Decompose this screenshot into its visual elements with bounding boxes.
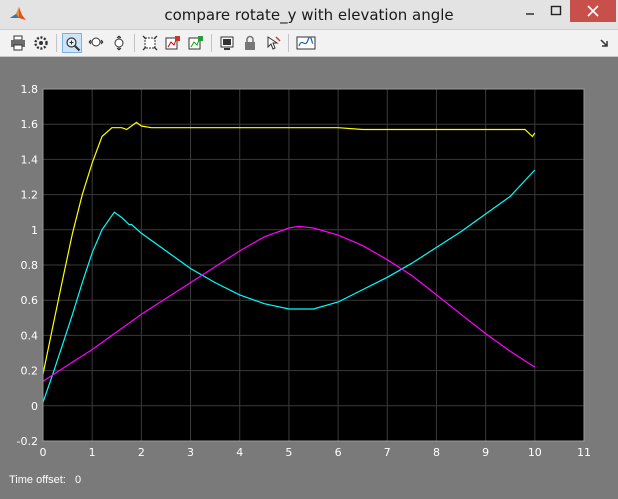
minimize-button[interactable] (517, 0, 543, 22)
time-offset-value: 0 (75, 474, 82, 486)
y-tick-label: 1.4 (21, 153, 39, 166)
scope-plot-area: 0 1 2 3 4 5 6 7 8 9 10 11 -0.2 0 0.2 0.4 0.6 0.8 1 1.2 1.4 1.… (7, 58, 611, 484)
y-tick-label: 1.8 (21, 83, 39, 96)
status-bar: Time offset: 0 (0, 467, 618, 499)
y-tick-label: 0.6 (21, 294, 39, 307)
save-axes-button[interactable] (163, 33, 183, 53)
x-tick-label: 5 (285, 446, 292, 459)
series-line-1 (42, 121, 536, 375)
x-tick-label: 0 (40, 446, 47, 459)
zoom-x-button[interactable] (86, 33, 106, 53)
y-tick-label: 1.2 (21, 189, 39, 202)
x-tick-label: 2 (138, 446, 145, 459)
y-tick-label: 0 (31, 400, 38, 413)
zoom-in-icon (66, 37, 81, 52)
matlab-icon (10, 7, 26, 20)
zoom-x-icon (88, 37, 104, 47)
close-button[interactable] (570, 0, 616, 22)
maximize-icon (550, 5, 562, 16)
dock-arrow-icon (600, 39, 608, 47)
x-tick-label: 3 (187, 446, 194, 459)
x-tick-label: 11 (577, 446, 591, 459)
y-tick-label: 1.6 (21, 118, 39, 131)
settings-button[interactable] (31, 33, 51, 53)
settings-icon (34, 36, 48, 50)
dock-button[interactable] (594, 33, 608, 53)
floating-scope-icon (220, 36, 234, 50)
signal-selector-button[interactable] (263, 33, 283, 53)
y-tick-label: 0.8 (21, 259, 39, 272)
x-tick-label: 7 (384, 446, 391, 459)
signal-selector-icon (267, 36, 281, 50)
x-tick-label: 1 (89, 446, 96, 459)
title-bar: compare rotate_y with elevation angle (0, 0, 618, 30)
y-tick-label: 0.2 (21, 365, 39, 378)
time-offset-label: Time offset: (9, 474, 66, 486)
maximize-button[interactable] (543, 0, 569, 22)
x-tick-label: 9 (482, 446, 489, 459)
print-button[interactable] (8, 33, 28, 53)
y-tick-label: 0.4 (21, 329, 39, 342)
floating-scope-button[interactable] (217, 33, 237, 53)
x-tick-label: 8 (433, 446, 440, 459)
scope-plot[interactable]: 0 1 2 3 4 5 6 7 8 9 10 11-0.200.20.40.60.811.21.41.… (7, 58, 611, 467)
zoom-y-icon (114, 35, 124, 51)
autoscale-icon (142, 35, 158, 51)
toolbar (0, 30, 618, 57)
zoom-y-button[interactable] (109, 33, 129, 53)
series-line-2 (42, 169, 536, 403)
y-tick-label: 1 (31, 224, 38, 237)
series-line-3 (42, 225, 536, 382)
save-axes-icon (165, 36, 180, 50)
restore-axes-icon (188, 36, 203, 50)
window-title: compare rotate_y with elevation angle (164, 6, 454, 24)
lock-button[interactable] (240, 33, 260, 53)
zoom-in-button[interactable] (62, 33, 82, 53)
minimize-icon (526, 13, 534, 15)
y-tick-label: -0.2 (17, 435, 38, 448)
x-tick-label: 10 (528, 446, 542, 459)
axes-border (42, 88, 585, 442)
toolbar-separator (288, 34, 289, 52)
lock-icon (245, 35, 255, 50)
toolbar-separator (211, 34, 212, 52)
restore-axes-button[interactable] (186, 33, 206, 53)
print-icon (11, 35, 25, 51)
autoscale-button[interactable] (140, 33, 160, 53)
close-icon (587, 5, 599, 17)
x-tick-label: 4 (236, 446, 243, 459)
toolbar-separator (134, 34, 135, 52)
toolbar-separator (56, 34, 57, 52)
x-tick-label: 6 (335, 446, 342, 459)
style-icon (296, 36, 316, 50)
style-button[interactable] (294, 33, 318, 53)
